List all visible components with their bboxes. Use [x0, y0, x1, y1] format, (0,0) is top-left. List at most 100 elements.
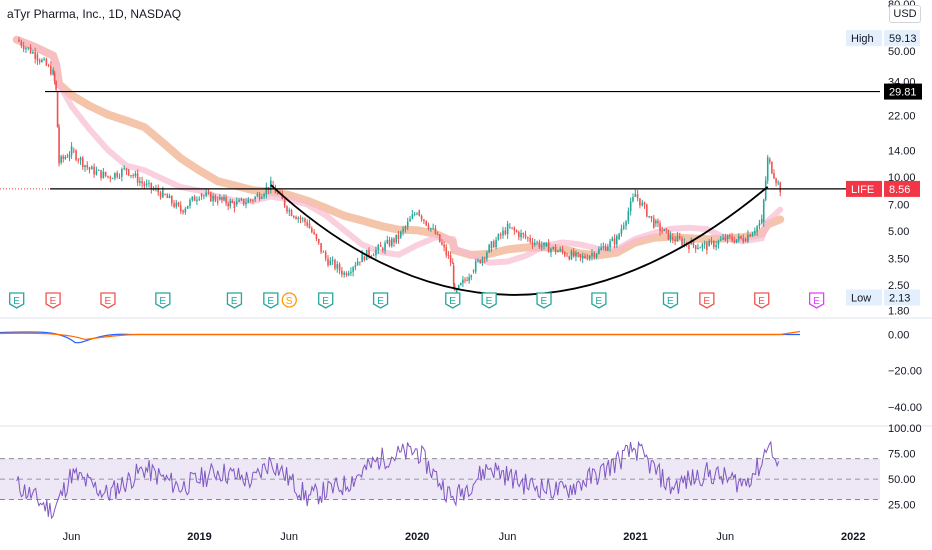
- earnings-marker[interactable]: [263, 292, 279, 309]
- candle-body: [486, 252, 488, 259]
- candle-body: [678, 236, 681, 239]
- candle-body: [60, 156, 62, 163]
- earnings-marker[interactable]: [754, 292, 770, 309]
- low-tag-label: Low: [851, 292, 871, 304]
- candle-body: [488, 244, 490, 253]
- candle-body: [168, 196, 171, 198]
- candle-body: [299, 217, 302, 219]
- candle-body: [18, 39, 20, 42]
- candle-body: [540, 245, 543, 248]
- event-marker-letter: E: [322, 296, 329, 307]
- candle-body: [231, 201, 234, 203]
- candle-body: [233, 202, 236, 209]
- earnings-marker[interactable]: [808, 292, 825, 309]
- candle-body: [674, 239, 676, 242]
- candle-body: [109, 176, 112, 179]
- candle-body: [32, 52, 34, 54]
- candle-body: [566, 255, 568, 257]
- candle-body: [214, 195, 217, 201]
- candle-body: [543, 242, 545, 246]
- split-marker[interactable]: [281, 292, 297, 308]
- macd-line: [0, 331, 800, 344]
- earnings-marker[interactable]: [481, 292, 497, 309]
- candle-body: [563, 252, 566, 256]
- candle-body: [256, 194, 259, 197]
- candle-body: [209, 192, 212, 202]
- candle-body: [304, 218, 306, 223]
- candle-body: [452, 265, 455, 285]
- candle-body: [499, 234, 502, 236]
- macd-tick-label: −20.00: [888, 366, 922, 378]
- candle-body: [502, 230, 504, 236]
- price-tick-label: 2.50: [888, 280, 909, 292]
- candle-body: [225, 197, 227, 204]
- high-tag-label: High: [851, 33, 874, 45]
- candle-body: [506, 223, 509, 235]
- candle-body: [460, 283, 462, 286]
- event-marker-letter: E: [13, 296, 20, 307]
- candle-body: [116, 172, 119, 177]
- candle-body: [361, 253, 363, 263]
- candle-body: [43, 59, 45, 60]
- earnings-marker[interactable]: [318, 292, 334, 309]
- candle-body: [604, 246, 607, 251]
- candle-body: [221, 197, 223, 200]
- candle-body: [409, 218, 411, 222]
- candle-body: [432, 227, 434, 229]
- earnings-marker[interactable]: [100, 292, 116, 309]
- candle-body: [735, 239, 738, 243]
- candle-body: [462, 279, 464, 284]
- candle-body: [191, 196, 194, 201]
- candle-body: [375, 249, 377, 256]
- candle-body: [411, 214, 414, 219]
- candle-body: [64, 157, 67, 159]
- candle-body: [229, 201, 232, 207]
- candle-body: [453, 284, 456, 291]
- earnings-marker[interactable]: [536, 292, 552, 309]
- earnings-marker[interactable]: [699, 292, 715, 309]
- candle-body: [650, 216, 653, 218]
- event-marker-letter: E: [159, 296, 166, 307]
- high-tag: [846, 30, 882, 47]
- candle-body: [104, 171, 107, 176]
- earnings-marker[interactable]: [372, 292, 389, 309]
- candle-body: [577, 252, 579, 255]
- earnings-marker[interactable]: [445, 292, 461, 309]
- candle-body: [97, 170, 100, 171]
- candle-body: [203, 195, 205, 197]
- candle-body: [88, 167, 91, 170]
- candle-body: [125, 168, 128, 171]
- candle-body: [618, 233, 620, 240]
- candle-body: [315, 234, 318, 239]
- candle-body: [370, 255, 373, 257]
- rsi-line: [16, 440, 780, 520]
- candle-body: [511, 227, 513, 229]
- candle-body: [470, 275, 473, 278]
- candle-body: [227, 203, 229, 207]
- earnings-marker[interactable]: [45, 292, 61, 309]
- candle-body: [737, 236, 740, 240]
- candle-body: [393, 238, 395, 243]
- candle-body: [70, 146, 73, 155]
- candle-body: [779, 182, 782, 193]
- candle-body: [747, 234, 749, 242]
- earnings-marker[interactable]: [662, 292, 679, 309]
- candle-body: [777, 182, 779, 184]
- candle-body: [524, 234, 527, 238]
- earnings-marker[interactable]: [226, 292, 243, 309]
- candle-body: [663, 228, 666, 232]
- candle-body: [740, 236, 742, 239]
- candle-body: [515, 230, 518, 232]
- candle-body: [420, 215, 423, 220]
- candle-body: [699, 247, 701, 249]
- earnings-marker[interactable]: [155, 292, 171, 309]
- candle-body: [143, 183, 146, 186]
- candle-body: [751, 233, 754, 237]
- earnings-marker[interactable]: [9, 292, 25, 309]
- candle-body: [177, 202, 180, 206]
- earnings-marker[interactable]: [591, 292, 607, 309]
- currency-button[interactable]: USD: [889, 5, 921, 23]
- candle-body: [527, 237, 529, 239]
